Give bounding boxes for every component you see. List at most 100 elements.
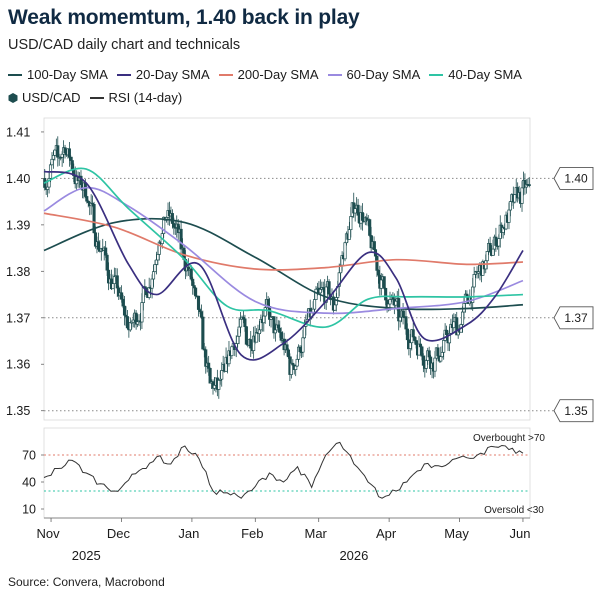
legend-item-60-day-sma: 60-Day SMA [327,67,421,82]
candle-body [314,288,318,300]
candle-body [212,384,217,389]
candle-body [63,147,67,154]
candle-body [179,228,183,250]
candle-body [239,318,243,328]
candle-body [111,283,115,290]
candle-body [408,342,412,349]
candle-body [70,160,74,170]
candle-body [156,253,160,261]
candle-body [360,212,364,221]
candle-body [343,242,347,260]
candle-body [151,271,156,280]
candle-body [497,238,501,247]
legend-swatch-20-day-sma [116,73,131,76]
candle-body [96,241,100,250]
x-tick-label: Jan [178,526,199,541]
series-line-20-day-sma [43,170,524,361]
price-y-tick-label: 1.39 [6,218,30,232]
candle-body [442,340,446,353]
candle-body [196,295,201,310]
candle-body [333,304,337,311]
candle-body [128,322,132,331]
legend-label: 100-Day SMA [27,67,108,82]
candle-body [313,299,317,310]
candle-body [413,336,417,341]
candle-hex-icon [8,92,18,103]
legend-label: 60-Day SMA [346,67,421,82]
candle-body [414,340,418,345]
candle-body [327,281,331,295]
candle-body [439,356,443,362]
candle-body [170,213,174,224]
reference-callout-label: 1.37 [564,311,588,325]
candle-body [368,219,372,236]
candle-body [440,351,444,358]
candle-body [491,248,495,256]
candle-body [376,270,380,276]
candle-body [404,316,408,330]
legend-label: 20-Day SMA [135,67,210,82]
legend-item-100-day-sma: 100-Day SMA [8,67,108,82]
candle-body [244,326,248,345]
candle-body [201,316,205,350]
price-plot-frame [43,117,531,421]
legend-label: RSI (14-day) [108,90,183,105]
candle-body [405,328,409,341]
price-y-axis: 1.35 1.36 1.37 1.38 1.39 1.40 1.41 [6,125,44,418]
legend-swatch-rsi [89,96,104,99]
candle-body [294,365,298,370]
candle-body [398,316,402,322]
candle-body [394,300,398,306]
rsi-y-tick-label: 10 [22,503,36,517]
candle-body [266,299,270,307]
candle-body [189,268,193,280]
series-line-60-day-sma [43,186,524,315]
x-tick-label: May [444,526,469,541]
x-tick-label: Feb [241,526,263,541]
legend-item-200-day-sma: 200-Day SMA [218,67,319,82]
candle-body [243,318,247,328]
x-tick-label: Mar [305,526,328,541]
candle-body [273,329,277,334]
candle-body [353,208,357,214]
candle-body [249,339,253,349]
candle-body [115,275,119,289]
price-y-tick-label: 1.41 [6,125,30,139]
reference-callout: 1.40 [553,166,594,190]
candle-body [104,247,108,256]
candle-body [472,274,476,288]
rsi-y-tick-label: 70 [22,449,36,463]
candle-body [85,196,89,202]
candle-body [379,279,383,289]
candle-body [372,241,376,250]
candle-body [420,346,424,357]
price-y-tick-label: 1.38 [6,265,30,279]
source-note: Source: Convera, Macrobond [8,575,165,589]
price-reference-labels: 1.40 1.37 1.35 [553,166,594,423]
candle-body [262,315,266,324]
legend-row-2: USD/CAD RSI (14-day) [8,90,191,105]
candle-body [278,327,282,333]
candle-body [46,186,50,190]
candle-body [433,357,437,372]
price-y-tick-label: 1.37 [6,311,30,325]
rsi-panel: 10 40 70 Overbought >70 Oversold <30 [22,427,545,519]
candle-body [520,187,524,204]
candle-body [154,259,158,265]
overbought-label: Overbought >70 [473,433,545,444]
candle-body [60,153,64,158]
candle-body [192,285,196,289]
candle-body [83,182,87,197]
reference-callout-label: 1.40 [564,172,588,186]
candle-body [462,302,466,313]
price-y-tick-label: 1.36 [6,358,30,372]
x-tick-label: Nov [36,526,60,541]
candle-body [295,358,299,367]
price-y-tick-label: 1.35 [6,404,30,418]
candlestick-series [43,136,531,399]
price-y-tick-label: 1.40 [6,172,30,186]
candle-body [263,307,267,317]
reference-callout-box [553,306,594,330]
x-year-label: 2026 [339,548,368,563]
candle-body [301,337,305,353]
